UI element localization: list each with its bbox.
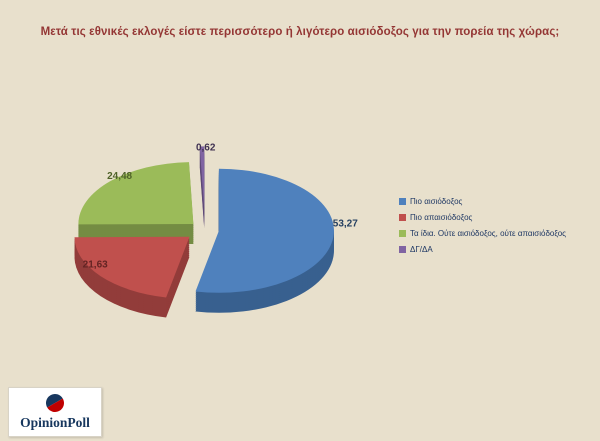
pie-slice-1 (74, 236, 190, 298)
data-label-3: 0,62 (196, 143, 216, 154)
legend-item-1: Πιο απαισιόδοξος (399, 209, 597, 225)
logo-circle-bottom (47, 398, 64, 412)
logo-text: OpinionPoll (20, 415, 90, 430)
legend-swatch-1 (399, 213, 406, 221)
legend-item-3: ΔΓ/ΔΑ (399, 241, 597, 257)
legend: Πιο αισιόδοξος Πιο απαισιόδοξος Τα ίδια. Ο… (399, 193, 597, 257)
legend-label-1: Πιο απαισιόδοξος (410, 212, 473, 222)
data-label-2: 24,48 (107, 171, 132, 182)
legend-item-0: Πιο αισιόδοξος (399, 193, 597, 209)
logo-circle-top (46, 394, 63, 408)
legend-label-3: ΔΓ/ΔΑ (410, 244, 433, 254)
pie-slice-3 (199, 146, 205, 209)
logo: OpinionPoll (8, 387, 102, 437)
opinionpoll-logo-icon (46, 394, 64, 412)
legend-label-2: Τα ίδια. Ούτε αισιόδοξος, ούτε απαισιόδο… (410, 228, 567, 238)
legend-swatch-3 (399, 245, 406, 253)
legend-item-2: Τα ίδια. Ούτε αισιόδοξος, ούτε απαισιόδο… (399, 225, 597, 241)
data-label-0: 53,27 (333, 218, 358, 229)
page-title: Μετά τις εθνικές εκλογές είστε περισσότε… (40, 26, 560, 38)
pie-slice-2 (78, 162, 194, 225)
legend-label-0: Πιο αισιόδοξος (410, 196, 463, 206)
data-label-1: 21,63 (83, 260, 108, 271)
pie-slice-0 (195, 168, 334, 293)
legend-swatch-0 (399, 197, 406, 205)
legend-swatch-2 (399, 229, 406, 237)
